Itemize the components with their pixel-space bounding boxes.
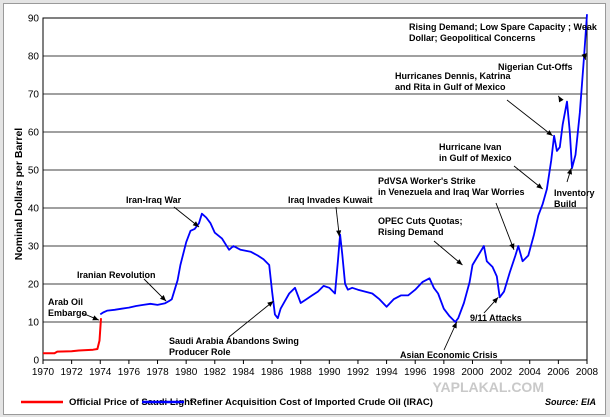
y-axis-label: Nominal Dollars per Barrel: [13, 128, 25, 261]
grid-lines: [43, 55, 587, 323]
x-tick-label: 2006: [547, 367, 570, 378]
x-tick-label: 1972: [61, 367, 84, 378]
x-tick-label: 2000: [461, 367, 484, 378]
y-axis-ticks: 0 10 20 30 40 50 60 70 80 90: [28, 14, 40, 367]
x-tick-label: 1996: [404, 367, 427, 378]
annotation-label: Rising Demand; Low Spare Capacity ; Weak: [409, 22, 598, 32]
x-tick-label: 2004: [519, 367, 542, 378]
annotation-arrowhead: [267, 301, 274, 307]
annotation-label: Asian Economic Crisis: [400, 350, 498, 360]
annotation-arrow: [506, 99, 553, 137]
x-axis-ticks: 1970 1972 1974 1976 1978 1980 1982 1984 1986 1988…: [32, 360, 599, 378]
x-tick-label: 1978: [146, 367, 169, 378]
annotation-label: Hurricane Ivan: [439, 142, 502, 152]
annotation-label: Inventory: [554, 188, 595, 198]
annotation-label: Dollar; Geopolitical Concerns: [409, 33, 536, 43]
annotation-arrowhead: [456, 259, 463, 265]
x-tick-label: 2002: [490, 367, 513, 378]
annotation-label: Embargo: [48, 308, 88, 318]
annotation-arrowhead: [92, 315, 99, 321]
annotation-arrow: [513, 165, 543, 190]
annotation-label: in Gulf of Mexico: [439, 153, 512, 163]
annotation-label: Hurricanes Dennis, Katrina: [395, 71, 512, 81]
x-tick-label: 1998: [433, 367, 456, 378]
x-tick-label: 1994: [375, 367, 398, 378]
y-tick-label: 0: [33, 356, 39, 367]
x-tick-label: 2008: [576, 367, 599, 378]
annotations: Rising Demand; Low Spare Capacity ; Weak…: [48, 22, 598, 360]
annotation-label: 9/11 Attacks: [470, 313, 522, 323]
plot-area-border: [42, 17, 588, 361]
annotation-label: Producer Role: [169, 347, 231, 357]
annotation-arrowhead: [558, 95, 564, 103]
oil-price-chart: 0 10 20 30 40 50 60 70 80 90 1970 1972 1974 1976 1978…: [13, 14, 599, 409]
annotation-arrowhead: [160, 295, 167, 302]
x-tick-label: 1976: [118, 367, 141, 378]
y-tick-label: 60: [28, 128, 40, 139]
annotation-label: Iraq Invades Kuwait: [288, 195, 373, 205]
y-tick-label: 20: [28, 280, 40, 291]
series-lines: [43, 14, 588, 355]
annotation-arrowhead: [336, 230, 342, 237]
annotation-label: OPEC Cuts Quotas;: [378, 216, 463, 226]
x-tick-label: 1970: [32, 367, 55, 378]
x-tick-label: 1986: [261, 367, 284, 378]
annotation-label: Saudi Arabia Abandons Swing: [169, 336, 299, 346]
legend-label: Official Price of Saudi Light: [69, 397, 194, 408]
x-tick-label: 1990: [318, 367, 341, 378]
y-tick-label: 40: [28, 204, 40, 215]
annotation-arrowhead: [581, 53, 587, 60]
x-tick-label: 1988: [290, 367, 313, 378]
watermark: YAPLAKAL.COM: [433, 379, 545, 395]
annotation-arrow: [228, 300, 274, 338]
y-tick-label: 30: [28, 242, 40, 253]
y-tick-label: 90: [28, 14, 40, 25]
x-tick-label: 1992: [347, 367, 370, 378]
annotation-arrowhead: [567, 168, 572, 175]
series-line-0: [43, 318, 102, 355]
annotation-label: in Venezuela and Iraq War Worries: [378, 187, 525, 197]
annotation-arrowhead: [492, 297, 499, 304]
annotation-label: Arab Oil: [48, 297, 83, 307]
y-tick-label: 10: [28, 318, 40, 329]
annotation-label: Rising Demand: [378, 227, 444, 237]
annotation-arrowhead: [546, 130, 553, 136]
annotation-arrowhead: [451, 322, 457, 329]
annotation-arrowhead: [509, 243, 515, 250]
annotation-arrow: [433, 240, 463, 266]
x-tick-label: 1980: [175, 367, 198, 378]
series-line-1: [99, 14, 588, 323]
annotation-arrow: [495, 202, 515, 250]
y-tick-label: 80: [28, 52, 40, 63]
source-text: Source: EIA: [545, 397, 596, 407]
y-tick-label: 70: [28, 90, 40, 101]
x-tick-label: 1984: [232, 367, 255, 378]
chart-frame: 0 10 20 30 40 50 60 70 80 90 1970 1972 1974 1976 1978…: [3, 3, 606, 415]
annotation-label: and Rita in Gulf of Mexico: [395, 82, 506, 92]
annotation-label: Build: [554, 199, 577, 209]
annotation-arrowhead: [536, 183, 543, 189]
annotation-arrowhead: [192, 221, 199, 227]
annotation-label: PdVSA Worker's Strike: [378, 176, 476, 186]
y-tick-label: 50: [28, 166, 40, 177]
annotation-label: Iran-Iraq War: [126, 195, 182, 205]
annotation-label: Nigerian Cut-Offs: [498, 62, 573, 72]
x-tick-label: 1974: [89, 367, 112, 378]
x-tick-label: 1982: [204, 367, 227, 378]
legend-label: Refiner Acquisition Cost of Imported Cru…: [190, 397, 433, 408]
annotation-label: Iranian Revolution: [77, 270, 156, 280]
